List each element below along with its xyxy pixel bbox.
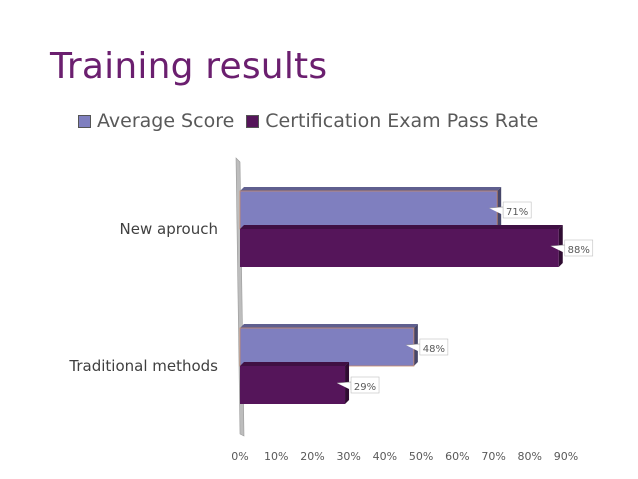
- x-tick-label: 60%: [445, 450, 469, 463]
- chart-title: Training results: [50, 46, 328, 87]
- bar-certification-exam-pass-rate-new-aprouch: [240, 229, 559, 267]
- legend: Average Score Certification Exam Pass Ra…: [78, 108, 550, 134]
- x-tick-label: 40%: [373, 450, 397, 463]
- category-label-new-aprouch: New aprouch: [120, 220, 218, 238]
- x-tick-label: 80%: [518, 450, 542, 463]
- data-label-certification-exam-pass-rate-traditional-methods: 29%: [354, 382, 376, 393]
- legend-swatch-pass-rate: [246, 114, 260, 128]
- legend-item-pass-rate: Certification Exam Pass Rate: [246, 110, 538, 132]
- x-tick-label: 90%: [554, 450, 578, 463]
- data-label-box-certification-exam-pass-rate-traditional-methods: [350, 376, 380, 394]
- data-label-box-certification-exam-pass-rate-new-aprouch: [564, 239, 594, 257]
- legend-label-average-score: Average Score: [97, 110, 235, 132]
- bar-top-average-score-traditional-methods: [240, 324, 418, 328]
- x-tick-label: 10%: [264, 450, 288, 463]
- x-tick-label: 20%: [300, 450, 324, 463]
- bar-top-certification-exam-pass-rate-traditional-methods: [240, 362, 350, 366]
- data-label-box-average-score-new-aprouch: [502, 201, 532, 219]
- data-label-certification-exam-pass-rate-new-aprouch: 88%: [568, 245, 590, 256]
- x-tick-label: 30%: [336, 450, 360, 463]
- bar-average-score-traditional-methods: [239, 327, 415, 367]
- x-tick-label: 0%: [231, 450, 248, 463]
- bar-average-score-new-aprouch: [239, 190, 498, 230]
- data-label-average-score-new-aprouch: 71%: [506, 207, 528, 218]
- legend-swatch-average-score: [78, 114, 91, 128]
- bar-certification-exam-pass-rate-traditional-methods: [240, 366, 346, 404]
- x-tick-label: 70%: [481, 450, 505, 463]
- bar-top-average-score-new-aprouch: [240, 187, 502, 191]
- legend-label-pass-rate: Certification Exam Pass Rate: [265, 110, 539, 132]
- bar-top-certification-exam-pass-rate-new-aprouch: [240, 225, 563, 229]
- category-label-traditional-methods: Traditional methods: [68, 357, 218, 375]
- data-label-average-score-traditional-methods: 48%: [423, 344, 445, 355]
- data-label-box-average-score-traditional-methods: [419, 338, 449, 356]
- legend-item-average-score: Average Score: [78, 110, 234, 132]
- x-tick-label: 50%: [409, 450, 433, 463]
